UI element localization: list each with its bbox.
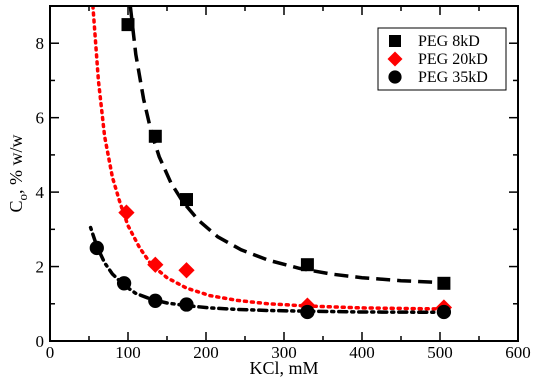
x-tick-label: 200 <box>193 343 219 362</box>
data-point-series-3 <box>436 304 452 320</box>
legend-marker-3 <box>388 70 402 84</box>
data-point-series-2 <box>178 262 195 279</box>
y-axis-title-rest: , % w/w <box>6 134 26 194</box>
x-tick-label: 300 <box>271 343 297 362</box>
legend-marker-1 <box>389 35 401 47</box>
x-tick-label: 400 <box>349 343 375 362</box>
x-tick-labels: 0 100 200 300 400 500 600 <box>46 343 531 362</box>
x-tick-label: 0 <box>46 343 55 362</box>
legend-label: PEG 20kD <box>418 51 488 68</box>
y-tick-label: 8 <box>36 34 45 53</box>
legend-label: PEG 35kD <box>418 69 488 86</box>
data-point-series-3 <box>179 297 194 312</box>
y-axis-title-subscript: o <box>15 194 30 201</box>
y-tick-labels: 0 2 4 6 8 <box>36 34 45 351</box>
x-tick-label: 500 <box>427 343 453 362</box>
data-point-series-3 <box>300 304 315 320</box>
y-axis-title: Co, % w/w <box>6 134 30 212</box>
data-point-series-1 <box>437 276 451 290</box>
x-tick-label: 100 <box>115 343 141 362</box>
legend-marker-2 <box>387 51 403 67</box>
data-points <box>89 18 453 320</box>
data-point-series-2 <box>147 256 164 273</box>
fit-curve-2 <box>91 6 446 311</box>
y-tick-label: 4 <box>36 183 45 202</box>
data-point-series-2 <box>118 204 135 221</box>
y-axis-title-main: C <box>6 200 26 212</box>
data-point-series-3 <box>116 276 132 291</box>
data-point-series-1 <box>148 129 162 143</box>
y-tick-label: 0 <box>36 332 45 351</box>
data-point-series-3 <box>148 293 163 308</box>
y-tick-label: 2 <box>36 258 45 277</box>
legend-label: PEG 8kD <box>418 33 480 50</box>
data-point-series-1 <box>180 193 193 207</box>
y-tick-label: 6 <box>36 109 45 128</box>
x-tick-label: 600 <box>505 343 531 362</box>
x-axis-title: KCl, mM <box>249 358 318 377</box>
fit-curve-3 <box>88 225 446 315</box>
data-point-series-3 <box>89 240 104 256</box>
fit-curves <box>88 6 446 315</box>
fit-curve-1 <box>128 6 444 285</box>
data-point-series-1 <box>121 18 135 32</box>
axis-ticks <box>49 5 519 342</box>
data-point-series-1 <box>300 258 314 272</box>
